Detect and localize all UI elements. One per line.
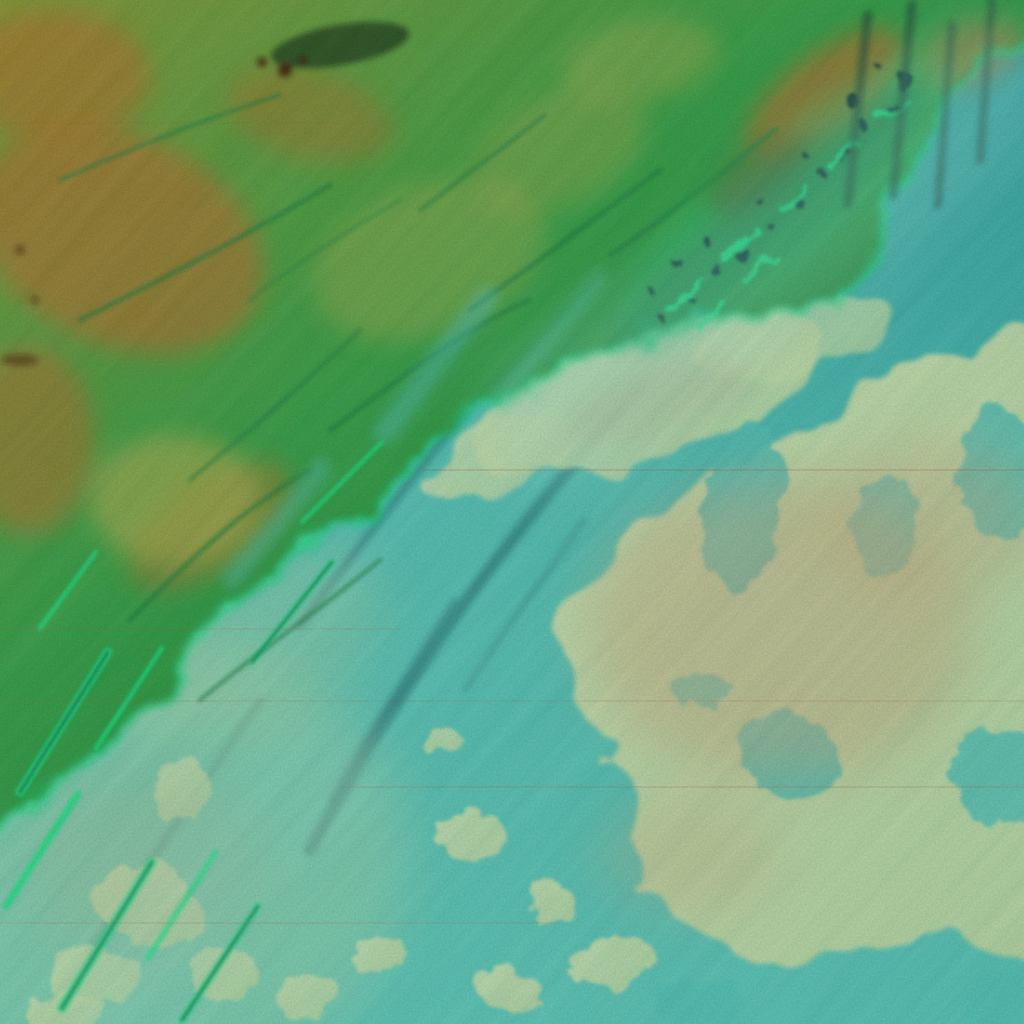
satellite-image-canvas (0, 0, 1024, 1024)
satellite-image (0, 0, 1024, 1024)
grain-layer-light (0, 0, 1024, 1024)
sensor-texture (0, 0, 1024, 1024)
